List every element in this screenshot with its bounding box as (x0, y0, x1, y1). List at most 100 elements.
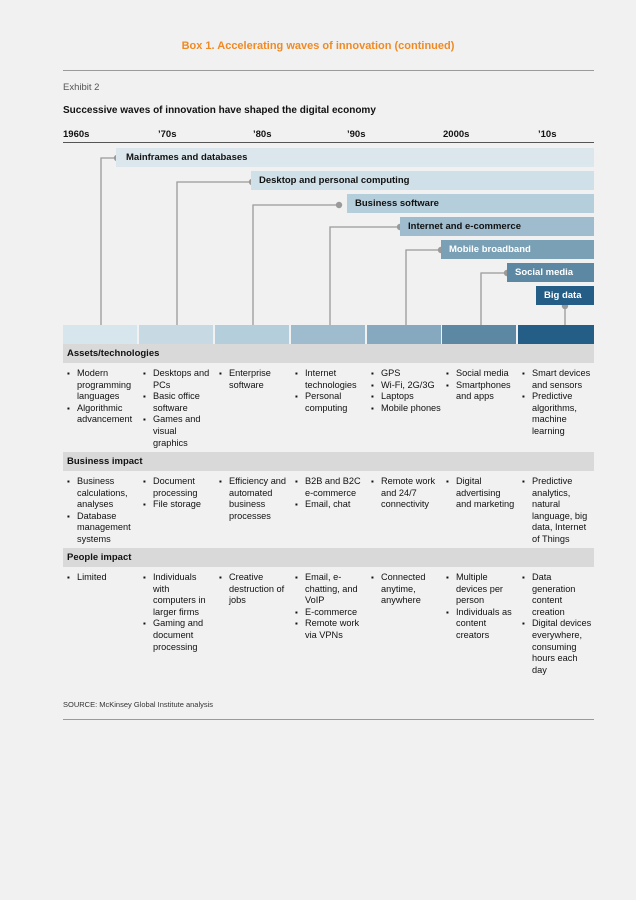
bullet-item: Limited (67, 572, 137, 584)
connector-internet (329, 226, 400, 325)
wave-label: Mobile broadband (449, 244, 531, 255)
bullet-item: Gaming and document processing (143, 618, 213, 653)
bullet-item: File storage (143, 499, 213, 511)
section-title: People impact (67, 552, 132, 563)
bullet-item: Predictive analytics, natural language, … (522, 476, 592, 546)
decade-label: ’90s (347, 129, 366, 140)
section-column: Email, e-chatting, and VoIPE-commerceRem… (295, 572, 365, 642)
bullet-item: Email, e-chatting, and VoIP (295, 572, 365, 607)
bullet-item: Internet technologies (295, 368, 365, 391)
section-title: Business impact (67, 456, 143, 467)
top-rule (63, 70, 594, 71)
section-column: Modern programming languagesAlgorithmic … (67, 368, 137, 426)
section-header: Assets/technologies (63, 344, 594, 363)
bullet-item: Individuals as content creators (446, 607, 516, 642)
section-header: People impact (63, 548, 594, 567)
bullet-item: Digital devices everywhere, consuming ho… (522, 618, 592, 676)
section-column: Desktops and PCsBasic office softwareGam… (143, 368, 213, 449)
bullet-item: B2B and B2C e-commerce (295, 476, 365, 499)
bullet-item: Algorithmic advancement (67, 403, 137, 426)
section-column: Efficiency and automated business proces… (219, 476, 289, 522)
bullet-item: Predictive algorithms, machine learning (522, 391, 592, 437)
section-column: Digital advertising and marketing (446, 476, 516, 511)
bottom-rule (63, 719, 594, 720)
era-color-bar (63, 325, 137, 344)
wave-bar: Mobile broadband (441, 240, 594, 259)
bullet-item: E-commerce (295, 607, 365, 619)
wave-bar: Big data (536, 286, 594, 305)
section-column: B2B and B2C e-commerceEmail, chat (295, 476, 365, 511)
wave-label: Social media (515, 267, 574, 278)
section-title: Assets/technologies (67, 348, 160, 359)
bullet-item: Data generation content creation (522, 572, 592, 618)
era-color-bar (442, 325, 516, 344)
bullet-item: Wi-Fi, 2G/3G (371, 380, 441, 392)
exhibit-subtitle: Successive waves of innovation have shap… (63, 105, 376, 116)
bullet-item: Games and visual graphics (143, 414, 213, 449)
decade-label: ’10s (538, 129, 557, 140)
wave-bar: Social media (507, 263, 594, 282)
bullet-item: Desktops and PCs (143, 368, 213, 391)
box-title: Box 1. Accelerating waves of innovation … (181, 40, 455, 52)
section-column: Connected anytime, anywhere (371, 572, 441, 607)
era-color-bar (291, 325, 365, 344)
connector-mobile (405, 249, 441, 325)
bullet-item: Social media (446, 368, 516, 380)
bullet-item: Laptops (371, 391, 441, 403)
section-column: Remote work and 24/7 connectivity (371, 476, 441, 511)
bullet-item: GPS (371, 368, 441, 380)
bullet-item: Database management systems (67, 511, 137, 546)
source-note: SOURCE: McKinsey Global Institute analys… (63, 700, 214, 709)
bullet-item: Business calculations, analyses (67, 476, 137, 511)
decade-rule (63, 142, 594, 143)
connector-desktop (176, 181, 251, 325)
wave-bar: Business software (347, 194, 594, 213)
section-column: Social mediaSmartphones and apps (446, 368, 516, 403)
wave-bar: Internet and e-commerce (400, 217, 594, 236)
era-color-bar (139, 325, 213, 344)
section-column: Business calculations, analysesDatabase … (67, 476, 137, 546)
wave-label: Big data (544, 290, 582, 301)
era-color-bar (215, 325, 289, 344)
connector-business-software (252, 204, 339, 325)
section-column: Multiple devices per personIndividuals a… (446, 572, 516, 642)
bullet-item: Enterprise software (219, 368, 289, 391)
wave-label: Internet and e-commerce (408, 221, 521, 232)
bullet-item: Multiple devices per person (446, 572, 516, 607)
section-column: Smart devices and sensorsPredictive algo… (522, 368, 592, 438)
decade-label: 2000s (443, 129, 470, 140)
section-column: Document processingFile storage (143, 476, 213, 511)
bullet-item: Personal computing (295, 391, 365, 414)
decade-label: 1960s (63, 129, 90, 140)
wave-label: Business software (355, 198, 439, 209)
bullet-item: Document processing (143, 476, 213, 499)
wave-label: Mainframes and databases (126, 152, 248, 163)
bullet-item: Mobile phones (371, 403, 441, 415)
bullet-item: Modern programming languages (67, 368, 137, 403)
era-color-bar (367, 325, 441, 344)
connector-social (480, 272, 507, 325)
section-column: Data generation content creationDigital … (522, 572, 592, 676)
section-column: Creative destruction of jobs (219, 572, 289, 607)
section-column: Internet technologiesPersonal computing (295, 368, 365, 414)
decade-label: ’80s (253, 129, 272, 140)
section-column: Predictive analytics, natural language, … (522, 476, 592, 546)
wave-label: Desktop and personal computing (259, 175, 410, 186)
bullet-item: Creative destruction of jobs (219, 572, 289, 607)
bullet-item: Smartphones and apps (446, 380, 516, 403)
era-color-bar (518, 325, 594, 344)
bullet-item: Remote work via VPNs (295, 618, 365, 641)
section-header: Business impact (63, 452, 594, 471)
bullet-item: Smart devices and sensors (522, 368, 592, 391)
dot-business-software (335, 201, 343, 209)
wave-bar: Desktop and personal computing (251, 171, 594, 190)
bullet-item: Efficiency and automated business proces… (219, 476, 289, 522)
bullet-item: Connected anytime, anywhere (371, 572, 441, 607)
wave-bar: Mainframes and databases (116, 148, 594, 167)
section-column: Enterprise software (219, 368, 289, 391)
bullet-item: Remote work and 24/7 connectivity (371, 476, 441, 511)
exhibit-label: Exhibit 2 (63, 82, 100, 93)
bullet-item: Basic office software (143, 391, 213, 414)
section-column: Limited (67, 572, 137, 584)
